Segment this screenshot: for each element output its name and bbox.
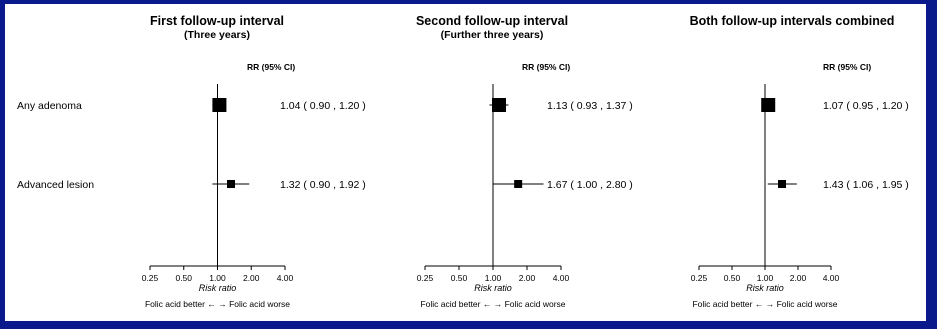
x-tick-label: 0.25 (417, 273, 434, 283)
panel-title: Second follow-up interval (416, 14, 568, 28)
column-header: RR (95% CI) (823, 62, 871, 72)
x-tick-label: 0.50 (175, 273, 192, 283)
x-tick-label: 0.25 (142, 273, 159, 283)
x-tick-label: 1.00 (485, 273, 502, 283)
forest-panel-3: Both follow-up intervals combined RR (95%… (690, 14, 909, 309)
x-axis-label: Risk ratio (199, 283, 237, 293)
point-estimate-square (491, 98, 506, 112)
panel-title: First follow-up interval (150, 14, 284, 28)
estimate-text: 1.04 ( 0.90 , 1.20 ) (280, 100, 366, 112)
x-tick-label: 0.50 (451, 273, 468, 283)
row-label: Advanced lesion (17, 179, 94, 191)
figure-frame: First follow-up interval (Three years) RR … (5, 4, 926, 321)
x-tick-label: 0.50 (724, 273, 741, 283)
point-estimate-square (514, 180, 523, 188)
column-header: RR (95% CI) (247, 62, 295, 72)
point-estimate-square (212, 98, 227, 112)
row-label: Any adenoma (17, 100, 82, 112)
x-tick-label: 2.00 (790, 273, 807, 283)
x-axis-label: Risk ratio (746, 283, 784, 293)
x-tick-label: 4.00 (553, 273, 570, 283)
x-tick-label: 4.00 (277, 273, 294, 283)
x-tick-label: 1.00 (757, 273, 774, 283)
point-estimate-square (778, 180, 787, 188)
x-tick-label: 4.00 (823, 273, 840, 283)
forest-plot-figure: First follow-up interval(Three years) RR … (17, 14, 909, 309)
direction-note: Folic acid better ← → Folic acid worse (145, 299, 290, 309)
estimate-text: 1.43 ( 1.06 , 1.95 ) (823, 179, 909, 191)
direction-note: Folic acid better ← → Folic acid worse (420, 299, 565, 309)
x-tick-label: 0.25 (691, 273, 708, 283)
forest-panel-2: Second follow-up interval(Further three … (416, 14, 633, 309)
point-estimate-square (227, 180, 236, 188)
estimate-text: 1.13 ( 0.93 , 1.37 ) (547, 100, 633, 112)
column-header: RR (95% CI) (522, 62, 570, 72)
estimate-text: 1.67 ( 1.00 , 2.80 ) (547, 179, 633, 191)
x-tick-label: 1.00 (209, 273, 226, 283)
panel-subtitle: (Further three years) (441, 29, 544, 41)
direction-note: Folic acid better ← → Folic acid worse (692, 299, 837, 309)
estimate-text: 1.07 ( 0.95 , 1.20 ) (823, 100, 909, 112)
forest-panel-1: First follow-up interval(Three years) RR … (17, 14, 366, 309)
point-estimate-square (761, 98, 776, 112)
estimate-text: 1.32 ( 0.90 , 1.92 ) (280, 179, 366, 191)
panel-title: Both follow-up intervals combined (690, 14, 895, 28)
x-tick-label: 2.00 (519, 273, 536, 283)
x-axis-label: Risk ratio (474, 283, 512, 293)
x-tick-label: 2.00 (243, 273, 260, 283)
panel-subtitle: (Three years) (184, 29, 250, 41)
